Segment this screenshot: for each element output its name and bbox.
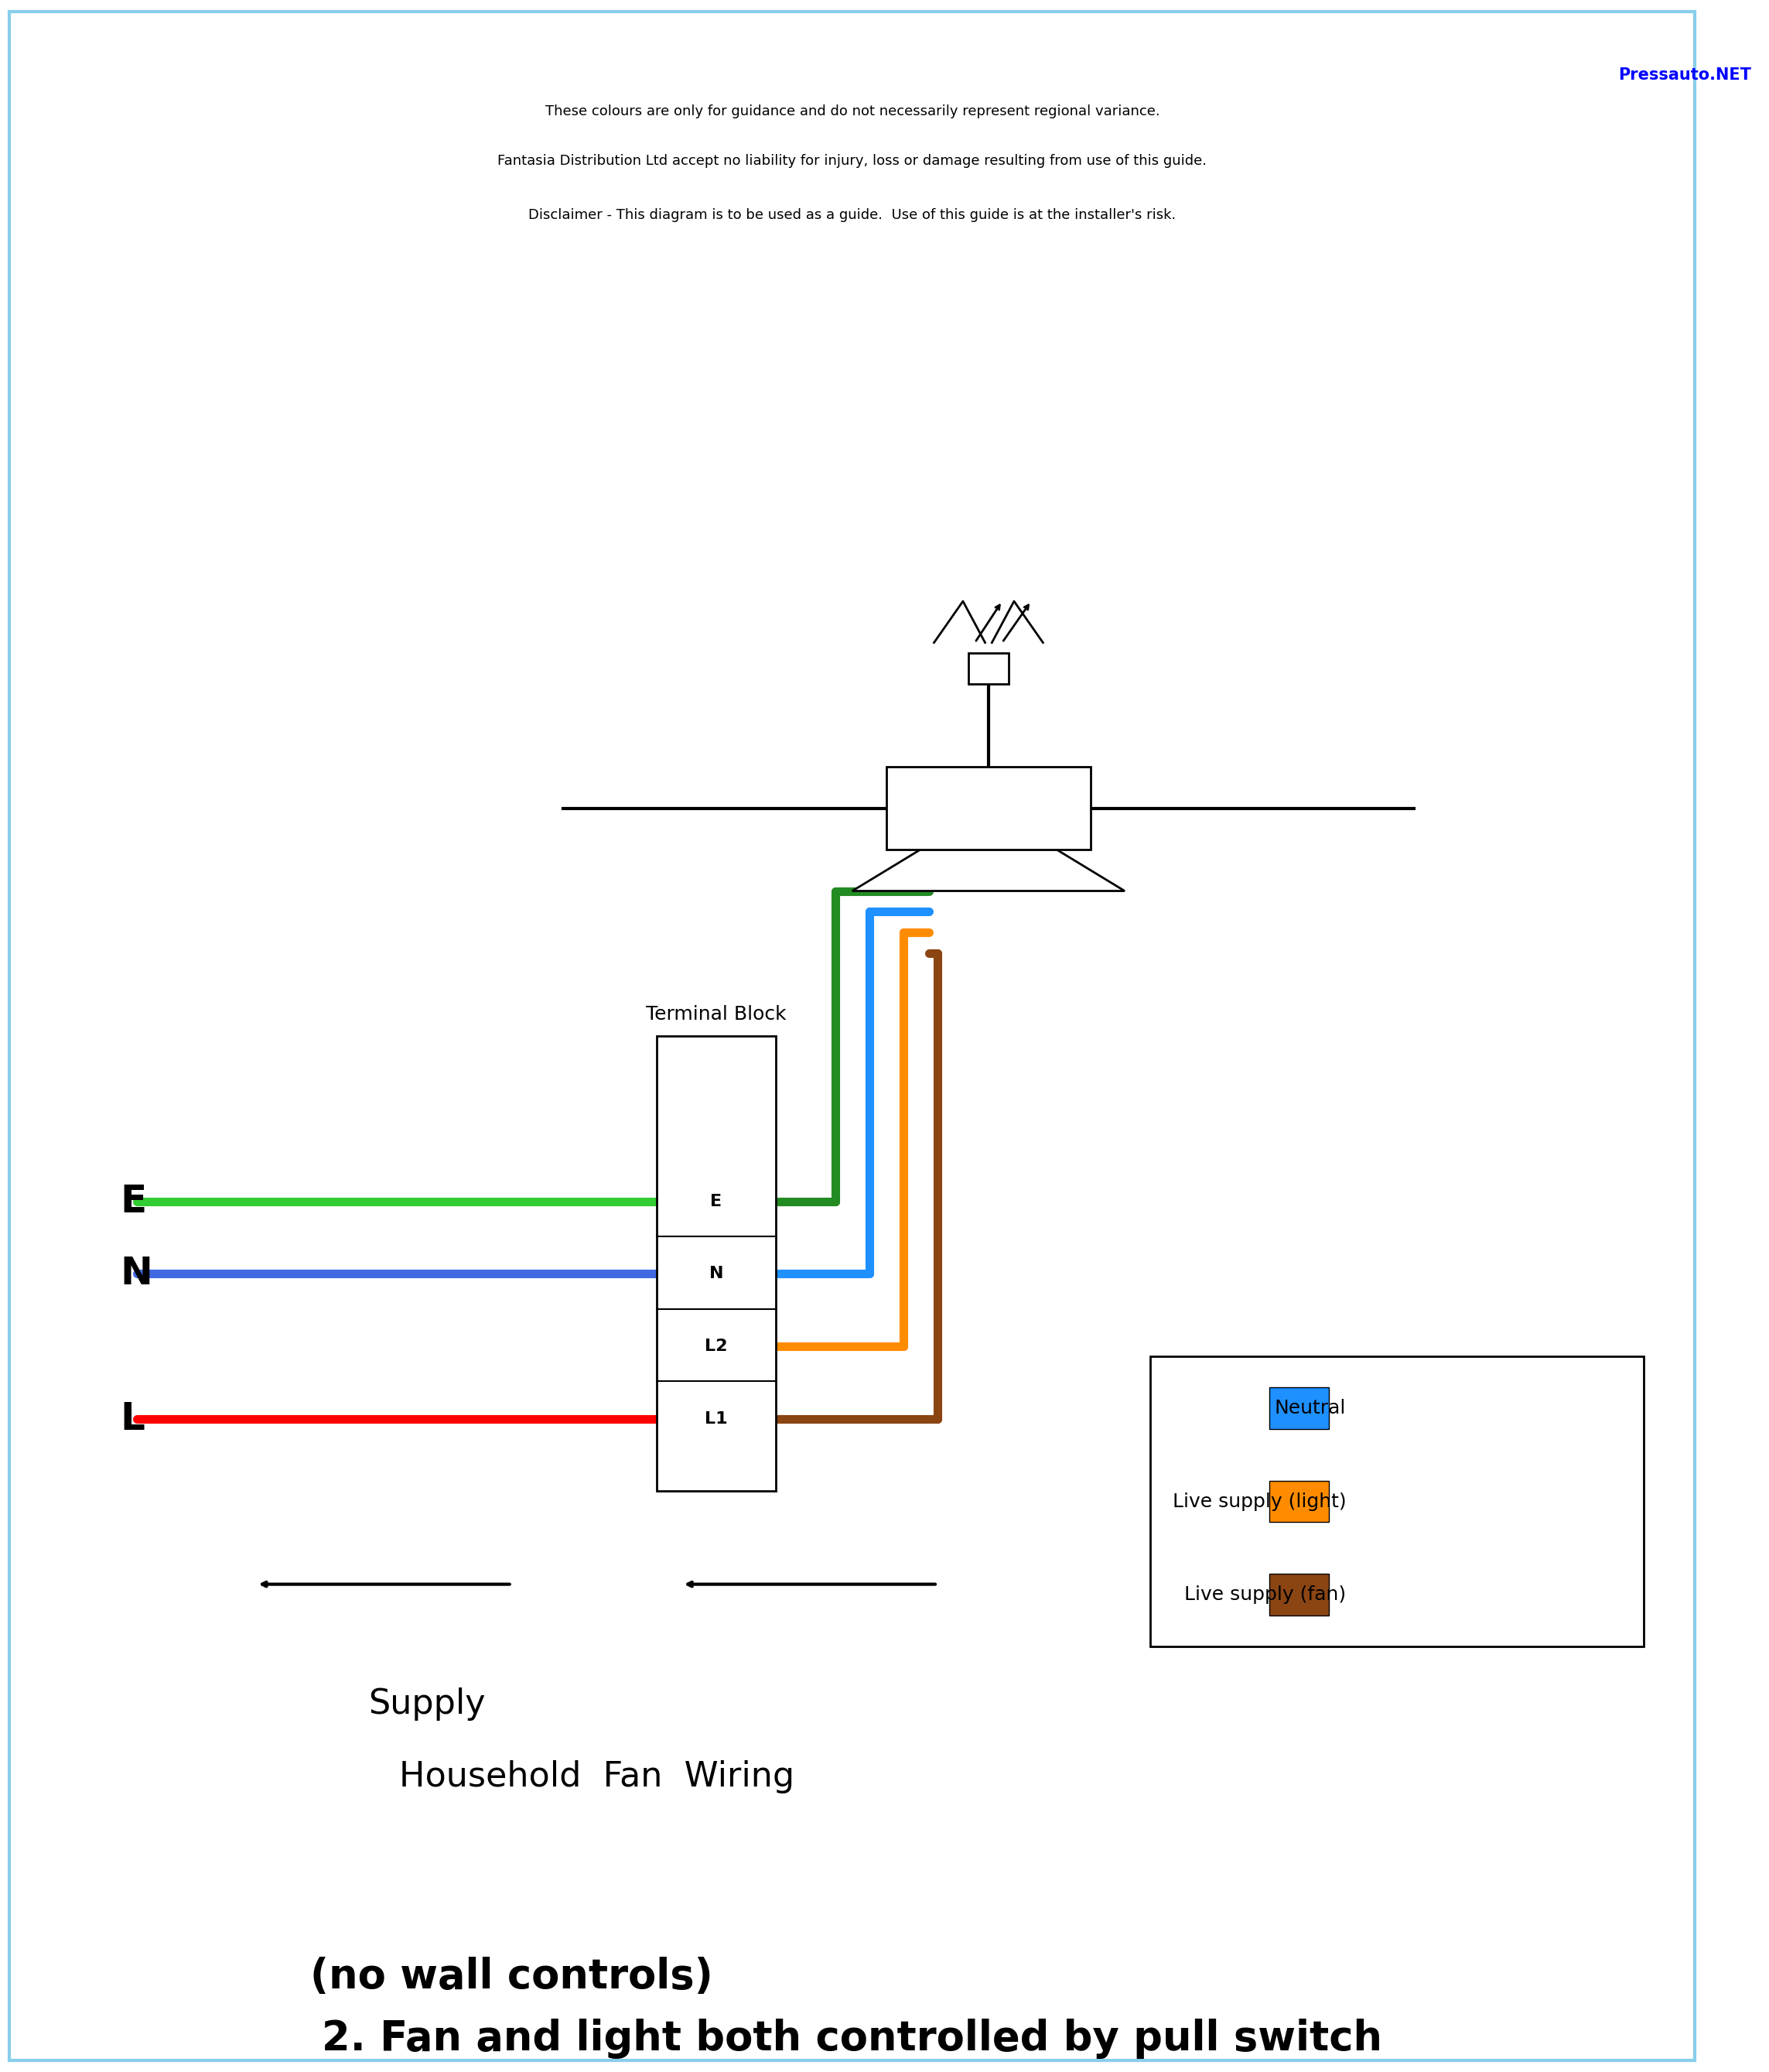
Text: Fantasia Distribution Ltd accept no liability for injury, loss or damage resulti: Fantasia Distribution Ltd accept no liab… bbox=[497, 153, 1206, 168]
Text: (no wall controls): (no wall controls) bbox=[310, 1956, 713, 1997]
Bar bbox=[968, 653, 1008, 684]
Text: 2. Fan and light both controlled by pull switch: 2. Fan and light both controlled by pull… bbox=[322, 2018, 1383, 2060]
Text: E: E bbox=[711, 1193, 722, 1210]
Text: L1: L1 bbox=[704, 1411, 727, 1426]
Bar bbox=[1270, 1575, 1329, 1616]
Bar bbox=[1270, 1388, 1329, 1430]
Text: Terminal Block: Terminal Block bbox=[646, 1005, 787, 1024]
Text: These colours are only for guidance and do not necessarily represent regional va: These colours are only for guidance and … bbox=[545, 104, 1160, 118]
Text: Live supply (light): Live supply (light) bbox=[1173, 1492, 1346, 1510]
Text: N: N bbox=[120, 1256, 152, 1293]
Text: Neutral: Neutral bbox=[1274, 1399, 1346, 1417]
Bar bbox=[886, 767, 1091, 850]
FancyBboxPatch shape bbox=[1150, 1357, 1643, 1647]
Text: L2: L2 bbox=[704, 1339, 727, 1353]
Text: L: L bbox=[120, 1401, 145, 1438]
Bar bbox=[656, 1036, 775, 1492]
Text: Pressauto.NET: Pressauto.NET bbox=[1619, 66, 1751, 83]
Text: E: E bbox=[120, 1183, 147, 1220]
Bar bbox=[1270, 1481, 1329, 1523]
Text: Household  Fan  Wiring: Household Fan Wiring bbox=[400, 1759, 794, 1794]
Text: Disclaimer - This diagram is to be used as a guide.  Use of this guide is at the: Disclaimer - This diagram is to be used … bbox=[529, 207, 1176, 222]
Text: N: N bbox=[709, 1266, 724, 1283]
Text: Live supply (fan): Live supply (fan) bbox=[1183, 1585, 1346, 1604]
Text: Supply: Supply bbox=[368, 1689, 485, 1722]
Polygon shape bbox=[853, 850, 1125, 891]
